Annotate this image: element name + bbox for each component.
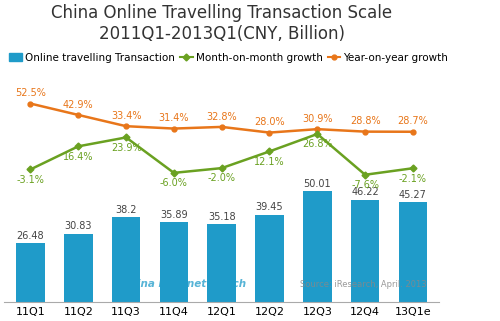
Title: China Online Travelling Transaction Scale
2011Q1-2013Q1(CNY, Billion): China Online Travelling Transaction Scal… <box>51 4 392 43</box>
Text: 32.8%: 32.8% <box>206 112 237 122</box>
Bar <box>160 222 188 302</box>
Text: 12.1%: 12.1% <box>254 157 285 167</box>
Bar <box>112 217 140 302</box>
Text: 28.7%: 28.7% <box>398 117 428 126</box>
Text: 45.27: 45.27 <box>399 189 427 200</box>
Text: 50.01: 50.01 <box>304 179 331 189</box>
Text: -6.0%: -6.0% <box>160 178 188 188</box>
Legend: Online travelling Transaction, Month-on-month growth, Year-on-year growth: Online travelling Transaction, Month-on-… <box>10 53 448 63</box>
Text: 31.4%: 31.4% <box>158 113 189 123</box>
Bar <box>16 243 45 302</box>
Bar <box>208 224 236 302</box>
Text: 52.5%: 52.5% <box>15 88 46 98</box>
Bar <box>255 215 284 302</box>
Text: 30.9%: 30.9% <box>302 114 332 124</box>
Text: 16.4%: 16.4% <box>63 152 94 162</box>
Text: 28.0%: 28.0% <box>254 117 285 127</box>
Bar <box>303 191 332 302</box>
Text: 28.8%: 28.8% <box>350 116 380 126</box>
Text: 38.2: 38.2 <box>116 205 137 215</box>
Text: Source: iResearch, April. 2013: Source: iResearch, April. 2013 <box>300 280 426 289</box>
Text: 30.83: 30.83 <box>64 221 92 231</box>
Text: 23.9%: 23.9% <box>111 143 142 153</box>
Text: -7.6%: -7.6% <box>351 180 379 190</box>
Bar <box>351 200 380 302</box>
Bar <box>64 234 92 302</box>
Text: 39.45: 39.45 <box>256 203 283 213</box>
Text: 26.48: 26.48 <box>16 231 44 241</box>
Text: China Internet Watch: China Internet Watch <box>122 279 246 289</box>
Text: -2.0%: -2.0% <box>208 173 236 184</box>
Text: 26.8%: 26.8% <box>302 139 332 149</box>
Text: 35.18: 35.18 <box>208 212 236 222</box>
Text: 42.9%: 42.9% <box>63 100 94 109</box>
Text: -3.1%: -3.1% <box>16 175 44 185</box>
Text: 46.22: 46.22 <box>351 187 379 197</box>
Bar <box>398 202 428 302</box>
Text: 35.89: 35.89 <box>160 210 188 220</box>
Text: -2.1%: -2.1% <box>399 174 427 184</box>
Text: 33.4%: 33.4% <box>111 111 142 121</box>
